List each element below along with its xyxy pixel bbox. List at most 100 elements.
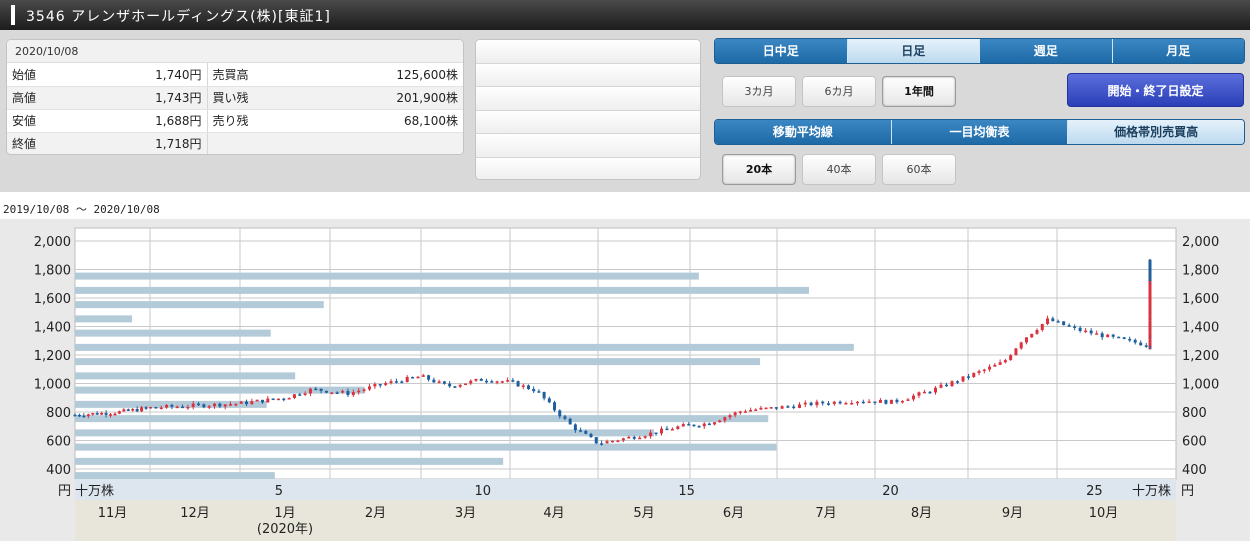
- candle-body: [1014, 348, 1018, 356]
- candle-body: [988, 366, 992, 370]
- candle-body: [532, 389, 536, 392]
- month-label: 1月: [274, 506, 295, 521]
- y-tick-label-left: 1,200: [34, 349, 71, 364]
- quote-row: 高値 1,743円 買い残 201,900株: [7, 86, 463, 110]
- empty-row: [476, 63, 700, 87]
- candle-body: [649, 432, 653, 437]
- volume-tick-label: 25: [1086, 484, 1103, 499]
- y-tick-label-right: 1,800: [1182, 264, 1219, 279]
- candle-body: [998, 362, 1002, 365]
- y-tick-label-left: 2,000: [34, 235, 71, 250]
- range-1y-button[interactable]: 1年間: [882, 76, 956, 107]
- tab-weekly[interactable]: 週足: [980, 39, 1113, 63]
- candle-body: [792, 406, 796, 409]
- volume-axis-strip: [75, 479, 1176, 500]
- candle-body: [632, 436, 636, 439]
- candle-body: [341, 391, 345, 393]
- candle-body: [149, 407, 153, 409]
- ma-20-button[interactable]: 20本: [722, 154, 796, 185]
- candle-body: [713, 422, 717, 425]
- candle-body: [521, 385, 525, 387]
- candle-body: [357, 390, 361, 393]
- year-label: (2020年): [257, 522, 313, 537]
- candle-body: [759, 407, 763, 410]
- candle-body: [526, 385, 530, 390]
- candle-body: [844, 403, 848, 405]
- candle-body: [856, 401, 860, 404]
- candle-body: [282, 398, 286, 401]
- tab-daily[interactable]: 日足: [847, 39, 980, 63]
- candle-body: [1144, 345, 1148, 347]
- candle-body: [1056, 321, 1060, 323]
- volume-unit-label-left: 十万株: [75, 484, 114, 499]
- date-range-setting-button[interactable]: 開始・終了日設定: [1067, 73, 1244, 107]
- candle-body: [749, 410, 753, 412]
- candle-body: [738, 411, 742, 413]
- candle-body: [351, 392, 355, 396]
- candle-body: [73, 414, 77, 417]
- candle-body: [861, 401, 865, 404]
- candle-body: [266, 398, 270, 403]
- candle-body: [982, 369, 986, 372]
- price-unit-label-right: 円: [1181, 484, 1194, 499]
- candle-body: [568, 418, 572, 425]
- y-tick-label-left: 600: [46, 435, 71, 450]
- candle-body: [638, 437, 642, 440]
- candle-body: [159, 407, 163, 410]
- candle-body: [697, 425, 701, 428]
- month-axis-strip: [75, 500, 1176, 541]
- candle-body: [873, 401, 877, 404]
- tab-monthly[interactable]: 月足: [1112, 39, 1244, 63]
- candle-body: [584, 430, 588, 434]
- candle-body: [113, 413, 117, 416]
- month-label: 7月: [815, 506, 836, 521]
- quote-label: 安値: [7, 109, 77, 133]
- candle-body: [362, 389, 366, 391]
- ma-60-button[interactable]: 60本: [882, 154, 956, 185]
- quote-label: 売り残: [207, 109, 297, 133]
- candle-body: [463, 383, 467, 386]
- month-label: 10月: [1089, 506, 1119, 521]
- tab-ichimoku[interactable]: 一目均衡表: [891, 120, 1069, 144]
- y-tick-label-right: 400: [1182, 463, 1207, 478]
- range-6m-button[interactable]: 6カ月: [802, 76, 876, 107]
- chart-date-range: 2019/10/08 〜 2020/10/08: [3, 203, 160, 216]
- candle-body: [815, 401, 819, 406]
- candle-body: [448, 383, 452, 387]
- candle-body: [109, 414, 113, 416]
- candle-body: [442, 381, 446, 384]
- y-tick-label-left: 1,400: [34, 321, 71, 336]
- candle-body: [594, 437, 598, 444]
- candle-body: [170, 404, 174, 407]
- volume-profile-bar: [75, 457, 504, 465]
- candle-body: [786, 406, 790, 408]
- price-unit-label: 円: [58, 484, 71, 499]
- candle-body: [432, 379, 436, 383]
- y-tick-label-right: 2,000: [1182, 235, 1219, 250]
- candle-body: [993, 364, 997, 367]
- quote-date: 2020/10/08: [7, 40, 463, 63]
- volume-profile-bar: [75, 400, 267, 408]
- candle-body: [917, 392, 921, 396]
- candle-body: [191, 403, 195, 407]
- quote-label: [207, 132, 297, 154]
- tab-moving-average[interactable]: 移動平均線: [715, 120, 892, 144]
- range-3m-button[interactable]: 3カ月: [722, 76, 796, 107]
- candle-body: [287, 397, 291, 400]
- candle-body: [1148, 342, 1152, 346]
- candle-body: [803, 402, 807, 405]
- month-label: 4月: [543, 506, 564, 521]
- tab-volume-by-price[interactable]: 価格帯別売買高: [1068, 120, 1244, 144]
- candle-body: [884, 399, 888, 404]
- candle-body: [728, 415, 732, 418]
- candle-body: [324, 390, 328, 393]
- ma-40-button[interactable]: 40本: [802, 154, 876, 185]
- tab-intraday[interactable]: 日中足: [715, 39, 848, 63]
- candle-body: [1122, 337, 1126, 339]
- candle-body: [1106, 334, 1110, 338]
- candle-body: [77, 414, 81, 417]
- candle-body: [122, 409, 126, 412]
- y-tick-label-right: 800: [1182, 406, 1207, 421]
- candle-body: [547, 398, 551, 403]
- candle-body: [687, 424, 691, 426]
